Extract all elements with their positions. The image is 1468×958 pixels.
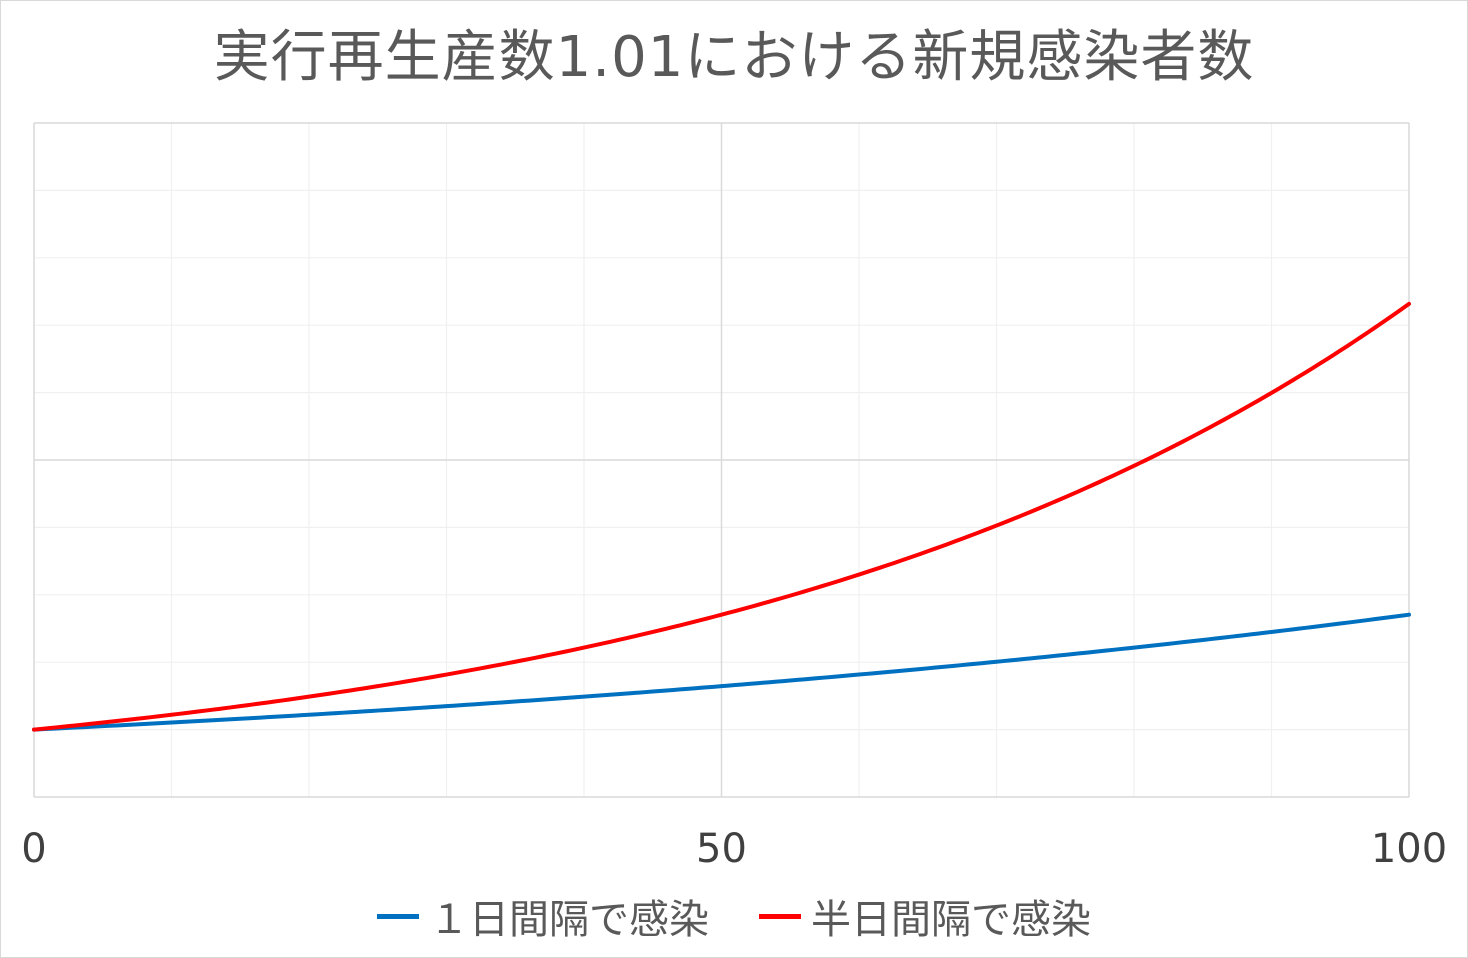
major-gridlines [34,122,1410,797]
x-tick-label: 0 [21,826,46,872]
legend-label-series-2: 半日間隔で感染 [811,897,1091,943]
chart-title: 実行再生産数1.01における新規感染者数 [213,25,1255,90]
legend-swatch-series-1 [377,913,419,919]
series-lines [32,301,1411,732]
legend-swatch-series-2 [759,913,801,919]
series-line-2 [32,301,1411,732]
series-line-1 [32,612,1411,732]
x-tick-label: 50 [696,826,747,872]
legend: １日間隔で感染 半日間隔で感染 [0,886,1468,946]
axes [33,123,1409,798]
legend-label-series-1: １日間隔で感染 [429,897,709,943]
x-tick-labels: 0 50 100 [21,826,1447,872]
legend-item-series-1: １日間隔で感染 [377,887,709,945]
legend-item-series-2: 半日間隔で感染 [759,887,1091,945]
x-tick-label: 100 [1371,826,1447,872]
